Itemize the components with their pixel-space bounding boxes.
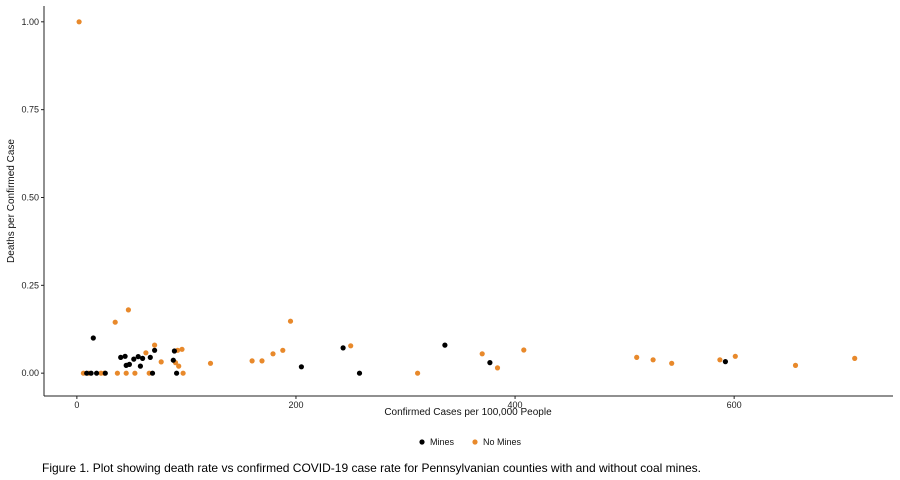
data-point-mines: [131, 356, 137, 362]
data-point-no-mines: [634, 354, 640, 360]
data-point-mines: [174, 370, 180, 376]
y-tick-label: 0.25: [21, 280, 39, 290]
data-point-mines: [298, 364, 304, 370]
data-point-mines: [140, 355, 146, 361]
data-point-no-mines: [76, 19, 82, 25]
data-point-mines: [442, 342, 448, 348]
data-point-mines: [340, 345, 346, 351]
data-point-no-mines: [852, 355, 858, 361]
data-point-mines: [170, 357, 176, 363]
data-point-mines: [126, 361, 132, 367]
data-point-no-mines: [114, 370, 120, 376]
y-axis-title: Deaths per Confirmed Case: [6, 139, 17, 263]
data-point-no-mines: [207, 360, 214, 366]
data-point-mines: [118, 354, 124, 360]
data-point-no-mines: [792, 362, 799, 368]
data-point-no-mines: [521, 347, 527, 353]
data-point-no-mines: [348, 343, 354, 349]
data-point-mines: [487, 360, 493, 366]
data-point-no-mines: [494, 365, 501, 371]
data-point-mines: [356, 370, 363, 376]
data-point-no-mines: [650, 357, 656, 363]
y-tick-label: 0.00: [21, 368, 39, 378]
data-point-no-mines: [280, 347, 286, 353]
data-point-no-mines: [180, 370, 186, 376]
data-point-no-mines: [717, 357, 723, 363]
x-tick-label: 400: [508, 400, 523, 410]
data-point-mines: [122, 353, 128, 359]
y-tick-label: 1.00: [21, 17, 39, 27]
data-points: [76, 19, 858, 376]
x-axis-title: Confirmed Cases per 100,000 People: [384, 407, 552, 418]
data-point-no-mines: [125, 307, 131, 313]
data-point-mines: [135, 354, 141, 360]
x-axis-ticks: 0 200 400 600: [74, 396, 742, 410]
data-point-no-mines: [249, 358, 255, 364]
legend-marker-no-mines: [472, 439, 478, 445]
data-point-mines: [152, 347, 158, 353]
data-point-mines: [149, 370, 156, 376]
x-tick-label: 0: [74, 400, 79, 410]
data-point-mines: [84, 370, 90, 376]
data-point-no-mines: [132, 370, 138, 376]
data-point-mines: [94, 370, 100, 376]
data-point-mines: [147, 354, 153, 360]
data-point-no-mines: [143, 350, 149, 356]
data-point-no-mines: [287, 318, 294, 324]
data-point-mines: [171, 348, 177, 354]
data-point-no-mines: [259, 358, 265, 364]
data-point-no-mines: [158, 359, 164, 365]
data-point-no-mines: [669, 360, 675, 366]
data-point-mines: [722, 359, 729, 365]
y-axis-ticks: 0.00 0.25 0.50 0.75 1.00: [21, 17, 44, 378]
data-point-no-mines: [179, 346, 185, 352]
data-point-no-mines: [479, 351, 485, 357]
x-tick-label: 200: [288, 400, 303, 410]
data-point-no-mines: [152, 342, 158, 348]
scatter-chart: 0.00 0.25 0.50 0.75 1.00 0 200 400 600 Confirme…: [6, 6, 893, 447]
legend: Mines No Mines: [419, 437, 522, 447]
data-point-no-mines: [415, 370, 421, 376]
y-tick-label: 0.50: [21, 192, 39, 202]
data-point-no-mines: [123, 370, 129, 376]
data-point-mines: [88, 370, 94, 376]
data-point-no-mines: [176, 363, 182, 369]
y-tick-label: 0.75: [21, 105, 39, 115]
data-point-mines: [102, 370, 108, 376]
legend-label-mines: Mines: [430, 437, 455, 447]
data-point-no-mines: [112, 319, 118, 325]
x-tick-label: 600: [727, 400, 742, 410]
data-point-no-mines: [732, 353, 738, 359]
legend-marker-mines: [419, 439, 425, 445]
legend-label-no-mines: No Mines: [483, 437, 522, 447]
data-point-mines: [90, 335, 96, 341]
data-point-no-mines: [270, 351, 276, 357]
figure-caption: Figure 1. Plot showing death rate vs con…: [42, 461, 701, 475]
data-point-mines: [137, 363, 143, 369]
